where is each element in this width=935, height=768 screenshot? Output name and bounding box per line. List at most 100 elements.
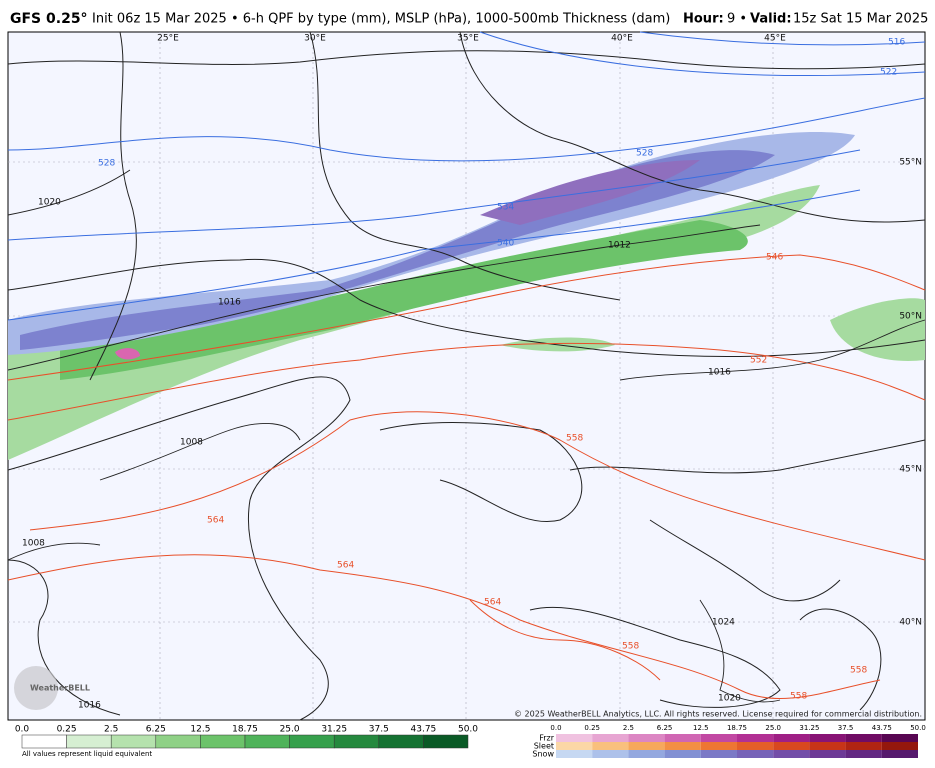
lat-label: 45°N xyxy=(899,465,922,475)
type-swatch xyxy=(556,750,593,758)
rain-tick-label: 2.5 xyxy=(104,725,118,735)
rain-swatch xyxy=(66,734,112,749)
type-swatch xyxy=(881,742,918,750)
mixed-tick-label: 43.75 xyxy=(872,724,892,732)
valid-label: Valid: xyxy=(750,12,792,27)
contour-label: 1008 xyxy=(22,539,45,549)
lat-label: 55°N xyxy=(899,158,922,168)
type-swatch xyxy=(845,734,882,742)
rain-swatch xyxy=(333,734,380,749)
type-swatch xyxy=(773,742,810,750)
contour-label: 528 xyxy=(636,149,653,159)
lat-label: 50°N xyxy=(899,312,922,322)
type-label: Sleet xyxy=(534,742,554,751)
logo-badge xyxy=(14,666,58,710)
contour-label: 1016 xyxy=(218,298,241,308)
type-swatch xyxy=(773,750,810,758)
thickness-warm xyxy=(7,254,926,700)
rain-tick-label: 25.0 xyxy=(280,725,300,735)
contour-label: 540 xyxy=(497,239,514,249)
contour-label: 1016 xyxy=(708,368,731,378)
contour-label: 528 xyxy=(98,159,115,169)
rain-swatch xyxy=(423,734,469,749)
footnote: All values represent liquid equivalent xyxy=(22,750,152,758)
type-swatch xyxy=(845,750,882,758)
type-swatch xyxy=(556,734,593,742)
type-swatch xyxy=(628,742,665,750)
rain-tick-label: 37.5 xyxy=(369,725,389,735)
type-swatch xyxy=(664,742,701,750)
description: Init 06z 15 Mar 2025 • 6-h QPF by type (… xyxy=(92,12,670,27)
contour-label: 558 xyxy=(790,692,807,702)
type-swatch xyxy=(628,734,665,742)
rain-tick-label: 12.5 xyxy=(190,725,210,735)
contour-label: 564 xyxy=(207,516,224,526)
lon-label: 45°E xyxy=(764,34,786,44)
rain-tick-label: 50.0 xyxy=(458,725,478,735)
hour-value: 9 • xyxy=(727,12,747,27)
map: 25°E 30°E 35°E 40°E 45°E 55°N 50°N 45°N … xyxy=(7,31,926,721)
lon-label: 25°E xyxy=(157,34,179,44)
contour-label: 552 xyxy=(750,356,767,366)
mixed-tick-label: 6.25 xyxy=(657,724,673,732)
type-swatch xyxy=(881,750,918,758)
copyright: © 2025 WeatherBELL Analytics, LLC. All r… xyxy=(514,710,922,719)
rain-tick-label: 31.25 xyxy=(321,725,347,735)
contour-label: 564 xyxy=(484,598,501,608)
valid-value: 15z Sat 15 Mar 2025 xyxy=(793,12,928,27)
logo: WeatherBELL xyxy=(30,684,90,693)
lon-label: 30°E xyxy=(304,34,326,44)
model: GFS 0.25° xyxy=(10,11,88,27)
contour-label: 1020 xyxy=(38,198,61,208)
contour-label: 1020 xyxy=(718,694,741,704)
type-swatch xyxy=(700,734,737,742)
rain-tick-label: 0.0 xyxy=(15,725,30,735)
type-swatch xyxy=(773,734,810,742)
type-swatch xyxy=(809,750,846,758)
rain-tick-label: 0.25 xyxy=(57,725,77,735)
contour-label: 564 xyxy=(337,561,354,571)
rain-swatch xyxy=(244,734,290,749)
type-swatch xyxy=(592,750,629,758)
contour-label: 1016 xyxy=(78,701,101,711)
rain-swatch xyxy=(110,734,157,749)
rain-swatch xyxy=(289,734,335,749)
hour-label: Hour: xyxy=(683,12,724,27)
mixed-tick-label: 2.5 xyxy=(623,724,634,732)
contour-label: 546 xyxy=(766,253,783,263)
rain-swatch xyxy=(378,734,424,749)
contour-label: 558 xyxy=(566,434,583,444)
rain-swatch xyxy=(155,734,201,749)
type-swatch xyxy=(737,742,774,750)
rain-swatch xyxy=(21,734,67,749)
thickness-cold xyxy=(7,31,926,321)
borders xyxy=(7,31,926,721)
mixed-tick-label: 18.75 xyxy=(727,724,747,732)
type-swatch xyxy=(809,742,846,750)
type-swatch xyxy=(628,750,665,758)
lat-label: 40°N xyxy=(899,618,922,628)
type-swatch xyxy=(809,734,846,742)
type-swatch xyxy=(664,750,701,758)
lon-label: 35°E xyxy=(457,34,479,44)
type-swatch xyxy=(592,742,629,750)
lon-label: 40°E xyxy=(611,34,633,44)
contour-label: 1024 xyxy=(712,618,735,628)
type-label: Frzr xyxy=(539,734,555,743)
contour-label: 558 xyxy=(850,666,867,676)
rain-tick-label: 18.75 xyxy=(232,725,258,735)
type-swatch xyxy=(700,750,737,758)
contour-label: 558 xyxy=(622,642,639,652)
mixed-tick-label: 31.25 xyxy=(799,724,819,732)
contour-label: 534 xyxy=(497,203,514,213)
isobars xyxy=(7,169,926,703)
type-label: Snow xyxy=(532,750,554,759)
rain-tick-label: 6.25 xyxy=(146,725,166,735)
contour-label: 1012 xyxy=(608,241,631,251)
mixed-tick-label: 12.5 xyxy=(693,724,709,732)
mixed-tick-label: 25.0 xyxy=(765,724,781,732)
type-swatch xyxy=(556,742,593,750)
mixed-tick-label: 0.0 xyxy=(550,724,561,732)
contour-label: 1008 xyxy=(180,438,203,448)
